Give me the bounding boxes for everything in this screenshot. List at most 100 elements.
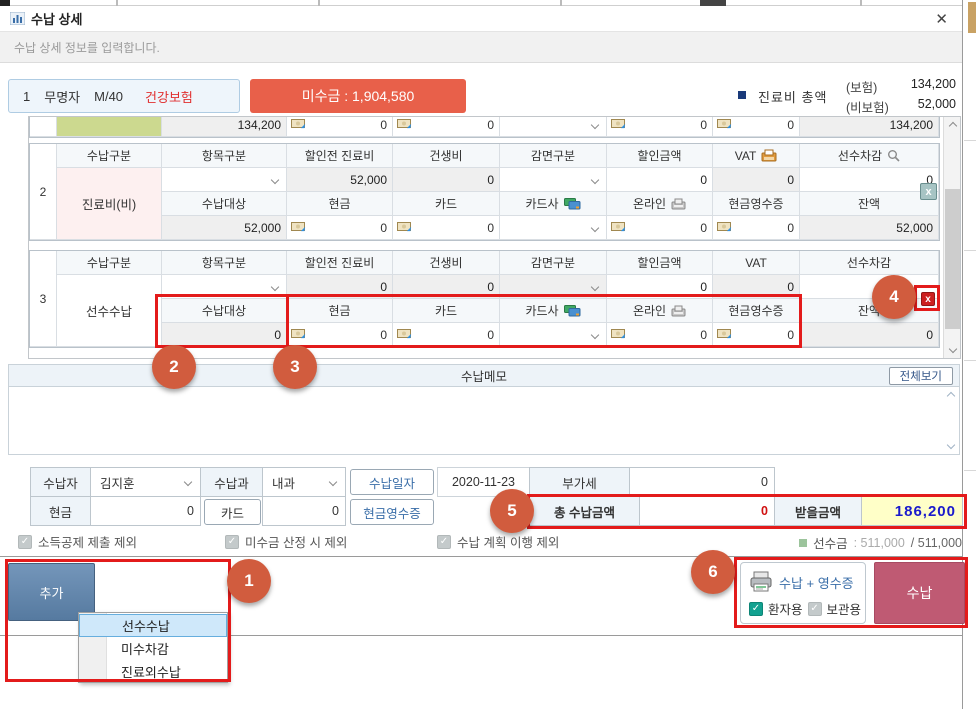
memo-textarea[interactable] [8, 387, 960, 455]
chevron-down-icon [590, 175, 600, 184]
row3-vat: 0 [713, 275, 800, 299]
total-payment-input[interactable]: 0 [639, 496, 775, 526]
pay-button[interactable]: 수납 [874, 562, 965, 624]
memo-scroll-down-icon[interactable] [946, 440, 956, 450]
row2-card-input[interactable]: 0 [393, 216, 500, 240]
row3-item-select[interactable] [162, 275, 287, 299]
archive-copy-checkbox[interactable]: ✓ [807, 601, 822, 616]
money-icon [397, 222, 412, 232]
header-target: 수납대상 [162, 299, 287, 323]
money-icon [717, 222, 732, 232]
card-input[interactable]: 0 [262, 496, 346, 526]
bullet-square-icon [738, 91, 746, 99]
checkbox-checked-icon[interactable]: ✓ [18, 534, 32, 549]
row3-target: 0 [162, 323, 287, 347]
row2-prepaid-deduct[interactable]: 0 [800, 168, 939, 192]
row2-reduction-select[interactable] [500, 168, 607, 192]
row1-cardco-select[interactable] [500, 117, 607, 137]
memo-title: 수납메모 [460, 370, 507, 384]
cashier-label: 수납자 [30, 467, 91, 497]
patient-copy-checkbox[interactable]: ✓ [749, 601, 763, 616]
grid-scrollbar[interactable] [943, 117, 960, 358]
add-button[interactable]: 추가 [8, 563, 95, 621]
chevron-down-icon [590, 330, 600, 339]
row3-cardco-select[interactable] [500, 323, 607, 347]
checkbox-checked-icon[interactable]: ✓ [225, 534, 239, 549]
row3-cash-input[interactable]: 0 [287, 323, 393, 347]
money-icon [291, 329, 306, 339]
money-icon [717, 329, 732, 339]
dept-select[interactable]: 내과 [262, 467, 346, 497]
memo-scroll-up-icon[interactable] [946, 391, 956, 401]
row2-cash-input[interactable]: 0 [287, 216, 393, 240]
option-income-deduction[interactable]: ✓ 소득공제 제출 제외 [18, 532, 137, 551]
cash-label: 현금 [30, 496, 91, 526]
vat-label: 부가세 [529, 467, 630, 497]
header-target: 수납대상 [162, 192, 287, 216]
delete-record3-button[interactable]: x [921, 292, 935, 306]
menu-item-nontreatment[interactable]: 진료외수납 [121, 665, 181, 680]
cash-receipt-button[interactable]: 현금영수증 [350, 499, 434, 525]
row3-balance: 0 [800, 323, 939, 347]
amount-due-label: 받을금액 [774, 496, 862, 526]
add-dropdown-menu: 선수수납 미수차감 진료외수납 [78, 612, 228, 683]
row3-card-input[interactable]: 0 [393, 323, 500, 347]
header-prediscount: 할인전 진료비 [287, 144, 393, 168]
header-vat: VAT [713, 251, 800, 275]
vat-input[interactable]: 0 [629, 467, 775, 497]
row2-target: 52,000 [162, 216, 287, 240]
header-reduction: 감면구분 [500, 144, 607, 168]
cashier-select[interactable]: 김지훈 [90, 467, 201, 497]
menu-item-receivable-deduct[interactable]: 미수차감 [121, 642, 169, 657]
row3-online-input[interactable]: 0 [607, 323, 713, 347]
chevron-down-icon [328, 477, 338, 487]
annotation-1: 1 [227, 559, 271, 603]
header-discount: 할인금액 [607, 144, 713, 168]
checkbox-checked-icon[interactable]: ✓ [437, 534, 451, 549]
view-all-button[interactable]: 전체보기 [888, 367, 953, 385]
patient-seq: 1 [23, 88, 31, 104]
row3-discount[interactable]: 0 [607, 275, 713, 299]
row3-reduction-select[interactable] [500, 275, 607, 299]
header-cash: 현금 [287, 299, 393, 323]
header-geonsaeng: 건생비 [393, 251, 500, 275]
scroll-up-icon[interactable] [944, 117, 960, 135]
row2-online-input[interactable]: 0 [607, 216, 713, 240]
card-button[interactable]: 카드 [204, 499, 261, 525]
delete-record2-button[interactable]: x [920, 183, 937, 200]
divider [0, 556, 962, 557]
row1-cash-input[interactable]: 0 [287, 117, 393, 137]
row1-receipt-input[interactable]: 0 [713, 117, 800, 137]
total-payment-label: 총 수납금액 [529, 496, 640, 526]
fax-icon [671, 305, 686, 316]
row2-cardco-select[interactable] [500, 216, 607, 240]
treatment-total: 진료비 총액 (보험) 134,200 (비보험) 52,000 [728, 74, 960, 115]
magnifier-icon[interactable] [887, 149, 900, 162]
menu-item-prepaid[interactable]: 선수수납 [79, 614, 227, 637]
pay-and-receipt-button[interactable]: 수납 + 영수증 ✓ 환자용 ✓ 보관용 [740, 562, 866, 624]
header-geonsaeng: 건생비 [393, 144, 500, 168]
patient-sex-age: M/40 [94, 88, 124, 104]
money-icon [717, 119, 732, 129]
row3-prepaid-deduct[interactable] [800, 275, 939, 299]
scroll-down-icon[interactable] [944, 340, 960, 358]
money-icon [397, 119, 412, 129]
scrollbar-thumb[interactable] [945, 189, 960, 329]
printer-icon [761, 149, 777, 162]
row1-online-input[interactable]: 0 [607, 117, 713, 137]
row2-receipt-input[interactable]: 0 [713, 216, 800, 240]
row2-discount[interactable]: 0 [607, 168, 713, 192]
row3-receipt-input[interactable]: 0 [713, 323, 800, 347]
row2-item-select[interactable] [162, 168, 287, 192]
option-exclude-plan[interactable]: ✓ 수납 계획 이행 제외 [437, 532, 559, 551]
cash-input[interactable]: 0 [90, 496, 201, 526]
header-prepaid-deduct: 선수차감 [800, 251, 939, 275]
row2-geonsaeng: 0 [393, 168, 500, 192]
row1-card-input[interactable]: 0 [393, 117, 500, 137]
money-icon [611, 329, 626, 339]
row1-category-cell [57, 117, 162, 137]
option-exclude-receivable[interactable]: ✓ 미수금 산정 시 제외 [225, 532, 347, 551]
header-discount: 할인금액 [607, 251, 713, 275]
close-icon[interactable]: ✕ [935, 11, 948, 28]
payment-date-button[interactable]: 수납일자 [350, 469, 434, 495]
